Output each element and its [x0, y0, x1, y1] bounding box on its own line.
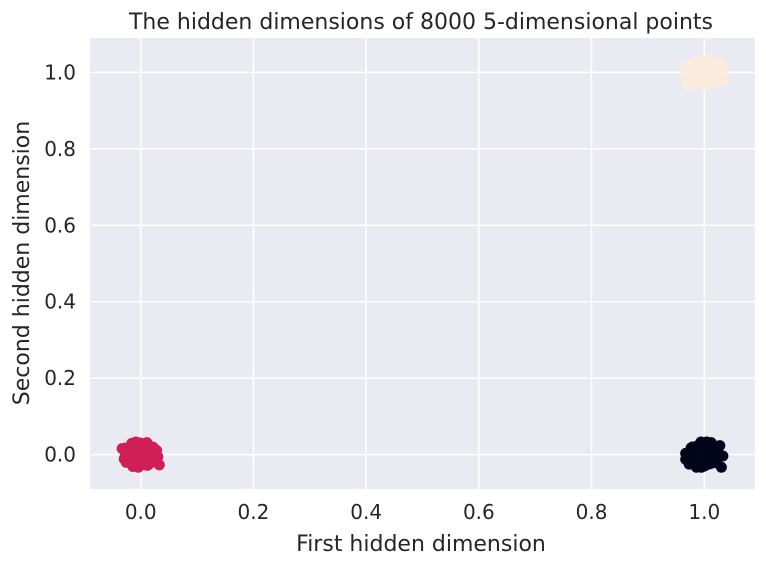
data-point [153, 459, 165, 471]
cluster [680, 54, 729, 91]
chart-title: The hidden dimensions of 8000 5-dimensio… [128, 10, 713, 35]
grid-lines [90, 38, 755, 489]
y-tick-label: 0.2 [44, 366, 76, 390]
data-point [119, 452, 131, 464]
data-points [116, 54, 729, 473]
data-point [141, 453, 153, 465]
x-tick-label: 0.2 [238, 500, 270, 524]
x-tick-label: 0.4 [350, 500, 382, 524]
x-tick-label: 1.0 [688, 500, 720, 524]
y-tick-label: 0.8 [44, 137, 76, 161]
data-point [697, 79, 709, 91]
x-tick-label: 0.8 [576, 500, 608, 524]
data-point [151, 444, 163, 456]
y-tick-label: 0.4 [44, 290, 76, 314]
x-tick-label: 0.0 [125, 500, 157, 524]
data-point [680, 453, 692, 465]
y-tick-labels: 0.0 0.2 0.4 0.6 0.8 1.0 [44, 60, 76, 466]
y-tick-label: 0.0 [44, 443, 76, 467]
x-tick-labels: 0.0 0.2 0.4 0.6 0.8 1.0 [125, 500, 720, 524]
cluster [680, 436, 729, 473]
x-tick-label: 0.6 [463, 500, 495, 524]
data-point [693, 442, 705, 454]
cluster [116, 436, 165, 473]
y-tick-label: 1.0 [44, 60, 76, 84]
y-tick-label: 0.6 [44, 213, 76, 237]
data-point [707, 62, 719, 74]
y-axis-label: Second hidden dimension [10, 121, 35, 405]
plot-area [90, 38, 755, 489]
x-axis-label: First hidden dimension [296, 532, 546, 557]
data-point [694, 71, 706, 83]
